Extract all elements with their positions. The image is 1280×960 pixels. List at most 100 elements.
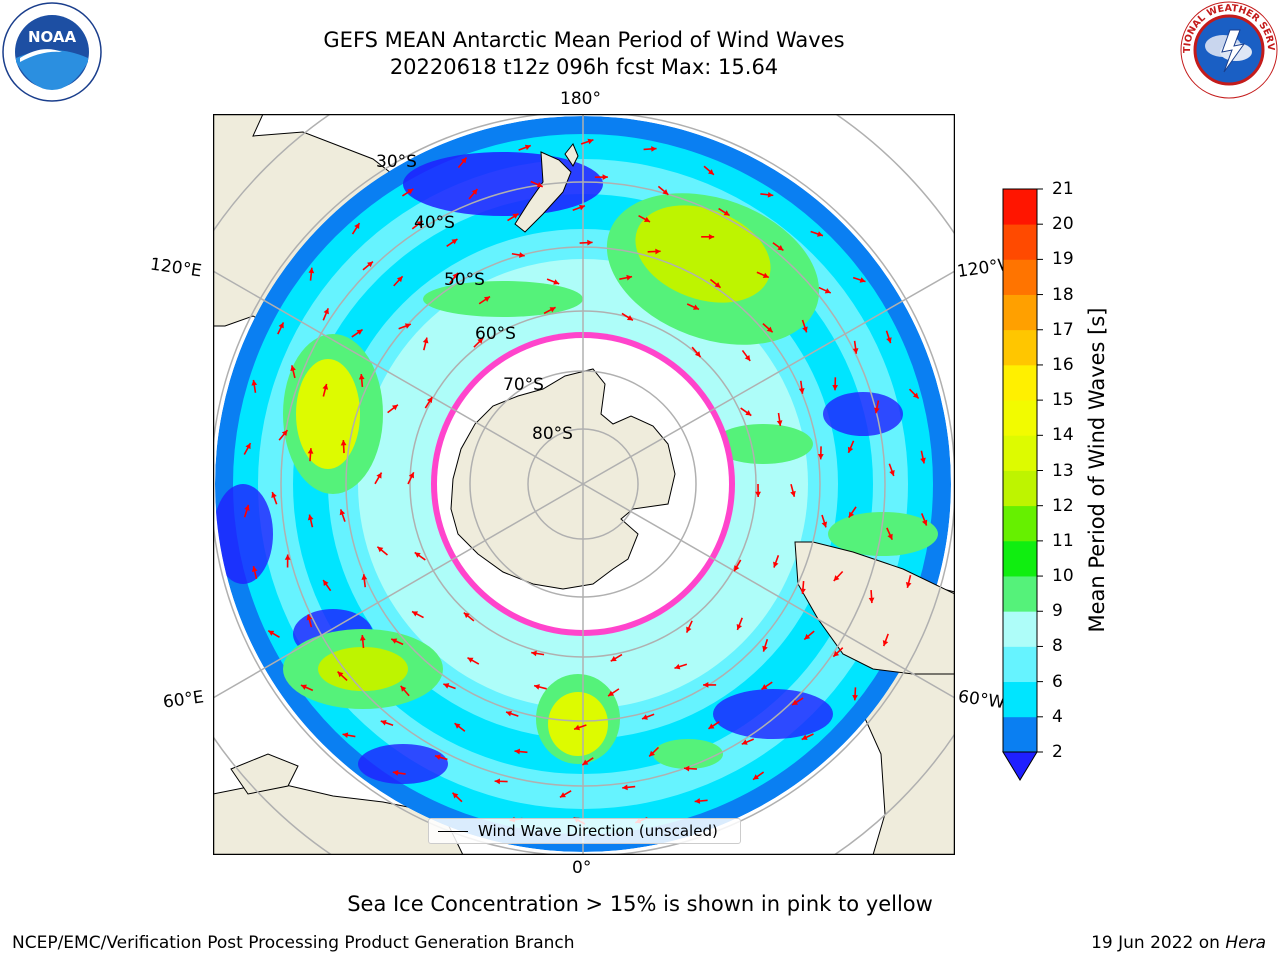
wave-direction-arrowhead <box>553 279 560 285</box>
wave-direction-arrowhead <box>708 233 715 240</box>
colorbar-segment <box>1003 294 1037 331</box>
wave-direction-arrowhead <box>251 566 258 573</box>
wave-direction-arrowhead <box>662 189 669 195</box>
wave-direction-arrowhead <box>708 169 714 175</box>
wave-direction-arrowhead <box>251 379 258 386</box>
wave-direction-arrowhead <box>408 472 414 479</box>
footer-host: Hera <box>1225 933 1266 953</box>
wave-direction-arrowhead <box>426 397 433 404</box>
wave-direction-arrowhead <box>792 699 799 706</box>
colorbar-label: Mean Period of Wind Waves [s] <box>1085 307 1109 633</box>
noaa-logo-text: NOAA <box>28 28 77 46</box>
meridian-label-60e: 60°E <box>161 687 206 713</box>
wave-direction-arrowhead <box>587 138 594 145</box>
colorbar-tick-label: 20 <box>1052 214 1074 235</box>
wave-direction-arrowhead <box>443 683 450 689</box>
wave-direction-arrowhead <box>714 282 721 288</box>
legend-label: Wind Wave Direction (unscaled) <box>478 822 718 840</box>
wave-direction-arrowhead <box>741 739 748 745</box>
wave-direction-arrowhead <box>356 329 363 335</box>
wave-direction-arrowhead <box>852 694 858 701</box>
wave-direction-arrowhead <box>889 470 895 476</box>
colorbar-tick-label: 9 <box>1052 601 1063 622</box>
wave-direction-arrowhead <box>559 792 566 798</box>
wave-direction-arrowhead <box>804 633 811 640</box>
colorbar-segment <box>1003 681 1037 718</box>
wave-direction-arrowhead <box>524 144 531 151</box>
wave-direction-arrowhead <box>404 323 411 329</box>
wave-direction-arrowhead <box>921 519 928 526</box>
map-legend: Wind Wave Direction (unscaled) <box>428 818 741 844</box>
wave-direction-arrowhead <box>323 308 329 315</box>
meridian-label-0: 0° <box>572 858 592 878</box>
antarctica-landmass <box>450 368 676 590</box>
wave-direction-arrowhead <box>578 204 585 211</box>
wave-direction-arrowhead <box>400 685 407 692</box>
colorbar-segment <box>1003 259 1037 295</box>
wave-direction-arrowhead <box>377 546 384 553</box>
wave-direction-arrowhead <box>434 754 441 760</box>
colorbar-tick-label: 4 <box>1052 706 1063 727</box>
lat-label-70s: 70°S <box>503 375 544 395</box>
wave-direction-arrowhead <box>626 315 633 321</box>
wave-direction-arrowhead <box>762 645 768 652</box>
lat-label-30s: 30°S <box>376 152 417 172</box>
wave-direction-arrowhead <box>340 440 347 446</box>
colorbar-under-arrow <box>1002 751 1038 781</box>
meridian-label-180: 180° <box>560 89 601 109</box>
wave-direction-arrowhead <box>833 650 840 657</box>
new-zealand-landmass <box>514 143 579 233</box>
colorbar-tick-label: 15 <box>1052 390 1074 411</box>
wave-direction-arrowhead <box>322 383 329 390</box>
colorbar-tick-label: 11 <box>1052 530 1074 551</box>
wave-direction-arrowhead <box>284 554 291 560</box>
wave-direction-arrowhead <box>703 682 709 688</box>
wave-direction-arrowhead <box>414 552 421 558</box>
wave-direction-arrowhead <box>693 304 699 310</box>
wave-direction-arrowhead <box>608 690 615 697</box>
wave-direction-arrowhead <box>766 326 773 333</box>
wave-direction-arrowhead <box>391 638 398 644</box>
wave-direction-arrowhead <box>396 276 403 283</box>
wave-direction-arrowhead <box>271 492 277 498</box>
wind-wave-arrows <box>243 138 928 825</box>
wave-direction-arrowhead <box>833 575 840 581</box>
wave-direction-arrowhead <box>882 640 889 647</box>
wave-direction-arrowhead <box>290 365 296 372</box>
wave-direction-arrowhead <box>306 614 313 621</box>
noaa-logo-icon: NOAA <box>2 2 102 102</box>
wave-direction-arrowhead <box>477 338 484 344</box>
wave-direction-arrowhead <box>874 407 880 414</box>
wave-direction-arrowhead <box>512 213 519 219</box>
footer-date: 19 Jun 2022 on Hera <box>1091 932 1266 954</box>
wave-direction-arrowhead <box>920 457 926 464</box>
wave-direction-arrowhead <box>790 490 796 497</box>
wave-direction-arrowhead <box>460 157 467 164</box>
wave-direction-arrowhead <box>452 272 458 279</box>
wave-direction-arrowhead <box>416 220 423 227</box>
wave-direction-arrowhead <box>245 443 251 450</box>
lat-label-40s: 40°S <box>414 213 455 233</box>
wave-direction-arrowhead <box>506 710 512 717</box>
wave-direction-arrowhead <box>531 650 537 657</box>
wave-direction-arrowhead <box>268 630 275 636</box>
colorbar <box>1002 188 1043 781</box>
wave-direction-arrowhead <box>798 388 805 394</box>
wave-direction-arrowhead <box>422 337 429 344</box>
colorbar-segment <box>1003 611 1037 647</box>
wave-direction-arrowhead <box>755 491 761 497</box>
wave-direction-arrowhead <box>643 216 650 222</box>
wave-direction-arrowhead <box>467 657 474 663</box>
wave-direction-arrowhead <box>777 245 784 251</box>
wave-direction-arrowhead <box>761 684 768 690</box>
wave-direction-arrowhead <box>308 267 315 274</box>
wave-direction-arrowhead <box>802 326 808 333</box>
wave-direction-arrowhead <box>514 748 521 755</box>
wave-direction-arrowhead <box>361 574 368 580</box>
colorbar-segment <box>1003 400 1037 436</box>
wave-direction-arrowhead <box>744 354 751 361</box>
meridian-lines <box>213 114 955 855</box>
colorbar-tick-label: 6 <box>1052 671 1063 692</box>
colorbar-segment <box>1003 224 1037 260</box>
wave-direction-arrowhead <box>610 656 617 662</box>
